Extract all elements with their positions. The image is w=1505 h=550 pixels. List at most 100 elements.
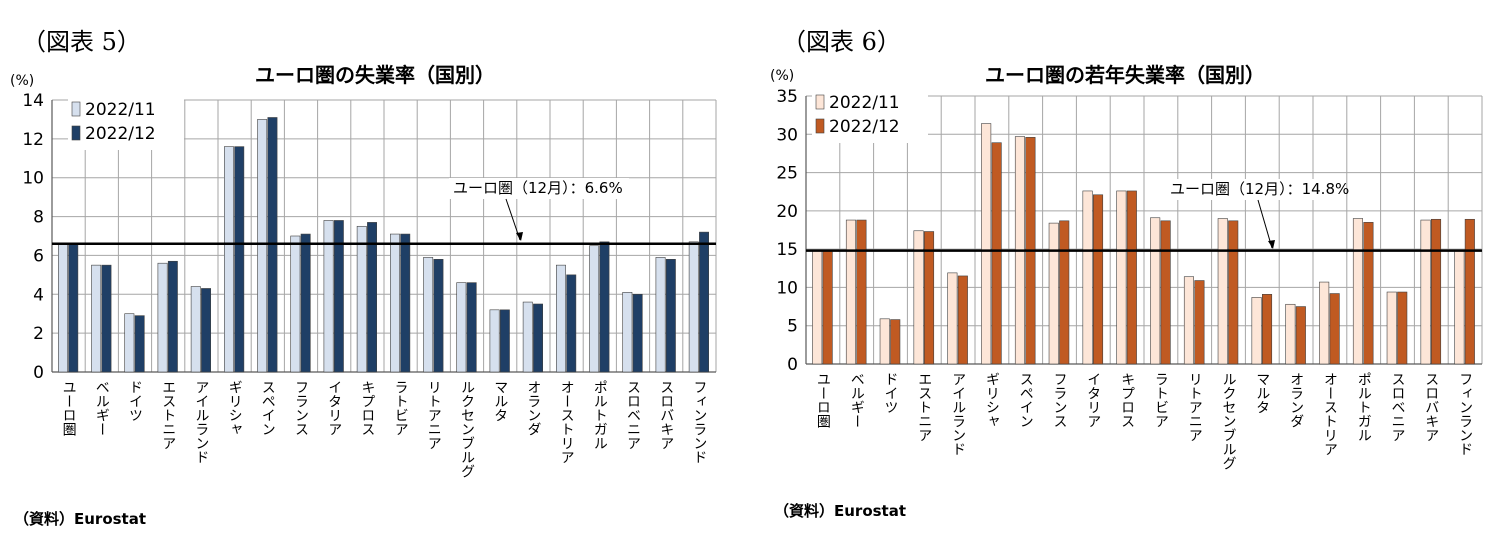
bar-2022-11 [522, 301, 533, 373]
legend-swatch [815, 94, 825, 110]
bar-2022-12 [924, 231, 935, 365]
y-tick-label: 6 [33, 246, 44, 266]
x-tick-label: ドイツ [127, 380, 143, 422]
legend-label: 2022/11 [85, 100, 156, 120]
y-tick-label: 0 [33, 363, 44, 383]
x-tick-label: オーストリア [559, 380, 575, 464]
x-tick-label: スペイン [1018, 372, 1034, 428]
y-tick-label: 8 [33, 208, 44, 228]
bar-2022-12 [333, 220, 344, 373]
bar-2022-11 [1183, 276, 1194, 365]
bar-2022-11 [1319, 281, 1330, 365]
y-tick-label: 0 [787, 355, 798, 375]
bar-2022-11 [1285, 303, 1296, 365]
reference-line-label: ユーロ圏（12月）：6.6% [453, 179, 623, 197]
bar-2022-12 [167, 260, 178, 373]
bar-2022-12 [68, 243, 79, 373]
x-tick-label: オランダ [525, 380, 541, 436]
x-tick-label: アイルランド [950, 372, 966, 456]
bar-2022-11 [556, 264, 566, 373]
y-axis-unit: (%) [10, 73, 34, 89]
chart-title: ユーロ圏の失業率（国別） [255, 63, 495, 87]
y-tick-label: 35 [776, 87, 798, 107]
bar-2022-11 [1217, 218, 1228, 365]
reference-arrow-head [516, 232, 523, 241]
x-tick-label: フランス [293, 380, 309, 436]
bar-2022-11 [981, 123, 992, 365]
legend-swatch [815, 118, 825, 134]
figure-6-source: （資料）Eurostat [774, 502, 907, 520]
x-tick-label: フランス [1052, 372, 1068, 428]
bar-2022-11 [589, 245, 600, 373]
y-tick-label: 25 [776, 164, 798, 184]
bar-2022-12 [856, 219, 867, 365]
bar-2022-12 [665, 259, 676, 373]
bar-2022-12 [1160, 220, 1171, 365]
bar-2022-12 [1464, 218, 1475, 365]
bar-2022-11 [356, 225, 367, 373]
bar-2022-12 [234, 146, 245, 373]
bar-2022-12 [632, 293, 643, 373]
bar-2022-12 [1092, 194, 1104, 365]
bar-2022-12 [599, 241, 610, 373]
bar-2022-12 [300, 233, 311, 373]
x-tick-label: スペイン [260, 380, 276, 436]
bar-2022-11 [290, 235, 301, 373]
figure-6-panel: （図表 6） ユーロ圏の若年失業率（国別） (%) 0 5 10 15 20 25 30 35 ユー… [760, 0, 1505, 542]
bar-2022-12 [566, 274, 577, 373]
bar-2022-11 [224, 146, 234, 373]
y-tick-label: 15 [776, 240, 798, 260]
bar-2022-12 [1363, 222, 1374, 365]
reference-arrow-head [1268, 240, 1275, 249]
legend-bg [812, 89, 928, 143]
bar-2022-11 [91, 264, 102, 373]
bar-2022-12 [699, 231, 709, 373]
bar-2022-12 [1329, 293, 1340, 365]
bar-2022-12 [1059, 220, 1070, 365]
x-tick-label: ギリシャ [984, 372, 1000, 428]
bar-2022-12 [101, 264, 112, 373]
legend-label: 2022/12 [829, 117, 900, 137]
bar-2022-11 [1048, 222, 1059, 365]
figure-6-label: （図表 6） [782, 28, 901, 56]
x-tick-label: スロバキア [1423, 372, 1439, 442]
bar-2022-11 [913, 230, 924, 365]
x-tick-label: エストニア [916, 372, 932, 442]
x-tick-label: リトアニア [426, 380, 442, 450]
bar-2022-11 [257, 119, 268, 373]
y-tick-label: 10 [22, 169, 44, 189]
bar-2022-12 [1228, 220, 1239, 365]
x-tick-label: ラトビア [393, 380, 409, 436]
x-tick-label: スロバキア [658, 380, 674, 450]
reference-label-bg [1166, 179, 1346, 200]
x-tick-label: キプロス [1119, 372, 1135, 428]
x-tick-label: ポルトガル [1356, 372, 1372, 442]
bar-2022-11 [157, 262, 168, 373]
x-tick-label: ユーロ圏 [815, 372, 831, 429]
reference-line-label: ユーロ圏（12月）：14.8% [1170, 180, 1349, 198]
bar-2022-12 [400, 233, 411, 373]
legend-swatch [71, 101, 81, 117]
bar-2022-11 [655, 257, 666, 373]
bar-2022-12 [466, 282, 477, 373]
y-tick-label: 12 [22, 130, 44, 150]
bar-2022-11 [323, 220, 334, 373]
y-tick-label: 10 [776, 278, 798, 298]
bar-2022-11 [58, 243, 68, 373]
x-tick-label: オランダ [1288, 372, 1304, 428]
x-tick-label: アイルランド [193, 380, 209, 464]
legend-label: 2022/11 [829, 93, 900, 113]
x-tick-label: ルクセンブルグ [1221, 372, 1237, 470]
x-tick-label: エストニア [160, 380, 176, 450]
reference-label-bg [449, 178, 629, 199]
bar-2022-11 [489, 309, 500, 373]
bar-2022-11 [845, 219, 856, 365]
bar-2022-11 [1352, 218, 1364, 365]
x-tick-label: スロベニア [625, 380, 641, 450]
x-tick-label: フィンランド [691, 380, 707, 464]
bar-2022-12 [822, 250, 833, 365]
bar-2022-11 [947, 272, 958, 365]
x-tick-label: ポルトガル [592, 380, 608, 450]
x-tick-label: ラトビア [1153, 372, 1169, 428]
youth-unemployment-rate-chart: ユーロ圏の若年失業率（国別） (%) 0 5 10 15 20 25 30 35 ユーロ圏（12月）… [770, 63, 1483, 470]
